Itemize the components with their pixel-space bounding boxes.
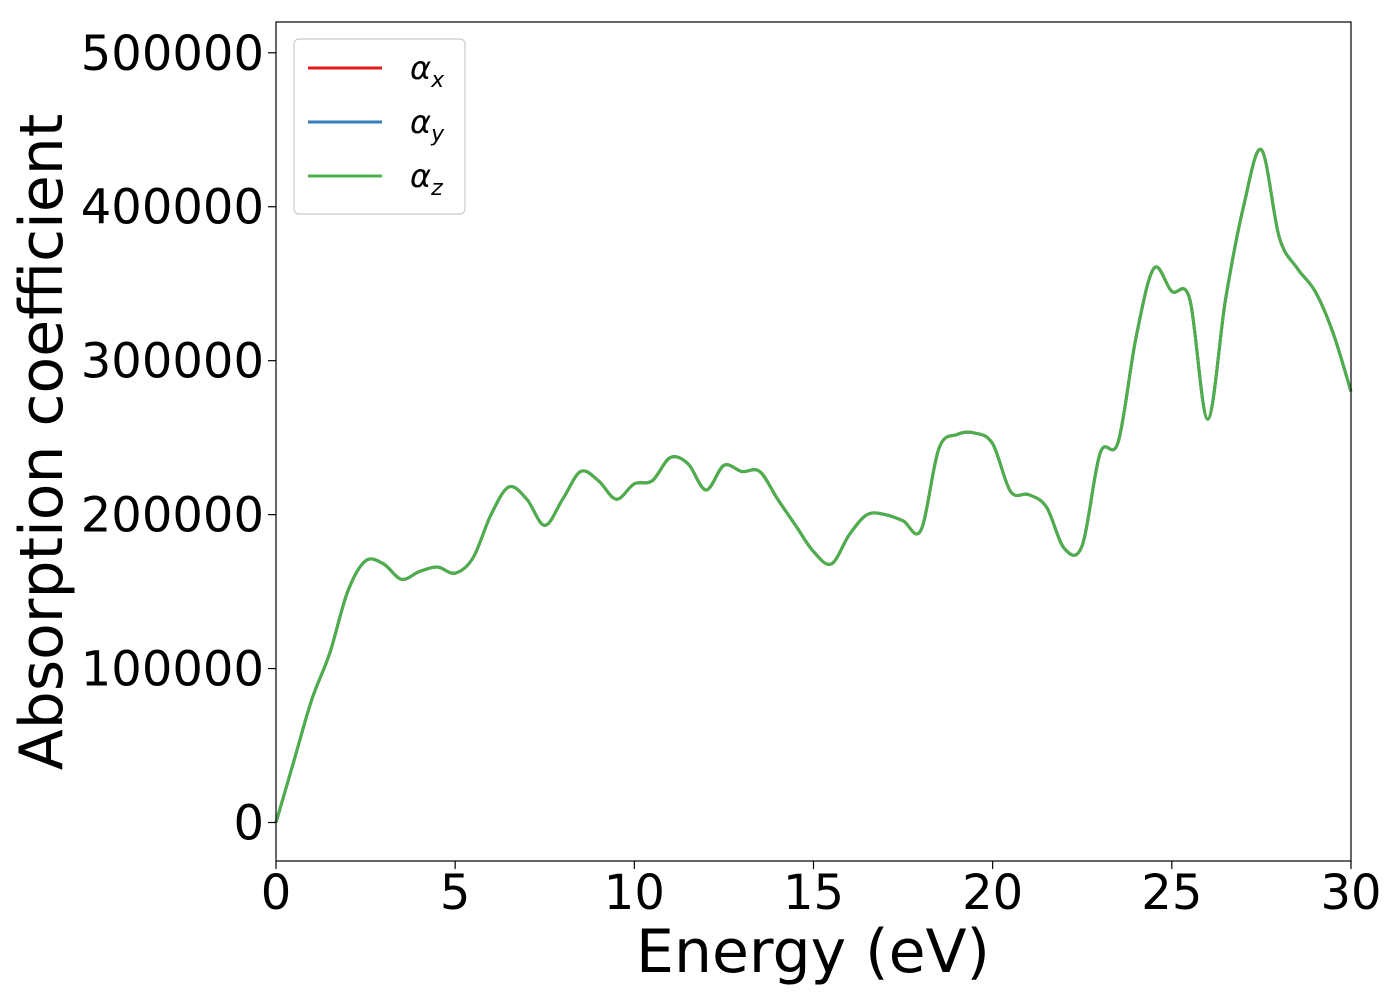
legend-box <box>293 38 466 215</box>
x-tick-label: 25 <box>1141 865 1202 921</box>
x-tick-label: 5 <box>440 865 471 921</box>
series-layer <box>274 148 1353 823</box>
y-tick-label: 200000 <box>81 488 264 544</box>
y-tick-label: 100000 <box>81 642 264 698</box>
x-tick-label: 20 <box>962 865 1023 921</box>
y-tick-label: 400000 <box>81 180 264 236</box>
x-tick-label: 30 <box>1320 865 1381 921</box>
legend-label-y: αy <box>410 103 445 147</box>
x-axis-label: Energy (eV) <box>636 917 990 987</box>
y-tick-label: 0 <box>233 796 264 852</box>
legend: αx αy αz <box>293 38 466 215</box>
axes-layer: 0 5 10 15 20 25 30 0 100000 200000 300000 400000 500… <box>81 21 1382 921</box>
x-tick-label: 10 <box>604 865 665 921</box>
legend-label-z: αz <box>410 157 443 201</box>
legend-label-x: αx <box>410 49 445 93</box>
y-tick-label: 300000 <box>81 334 264 390</box>
x-tick-label: 0 <box>261 865 292 921</box>
y-tick-label: 500000 <box>81 26 264 82</box>
x-tick-label: 15 <box>783 865 844 921</box>
series-line-z <box>274 148 1353 823</box>
y-axis-label: Absorption coefficient <box>7 114 77 771</box>
